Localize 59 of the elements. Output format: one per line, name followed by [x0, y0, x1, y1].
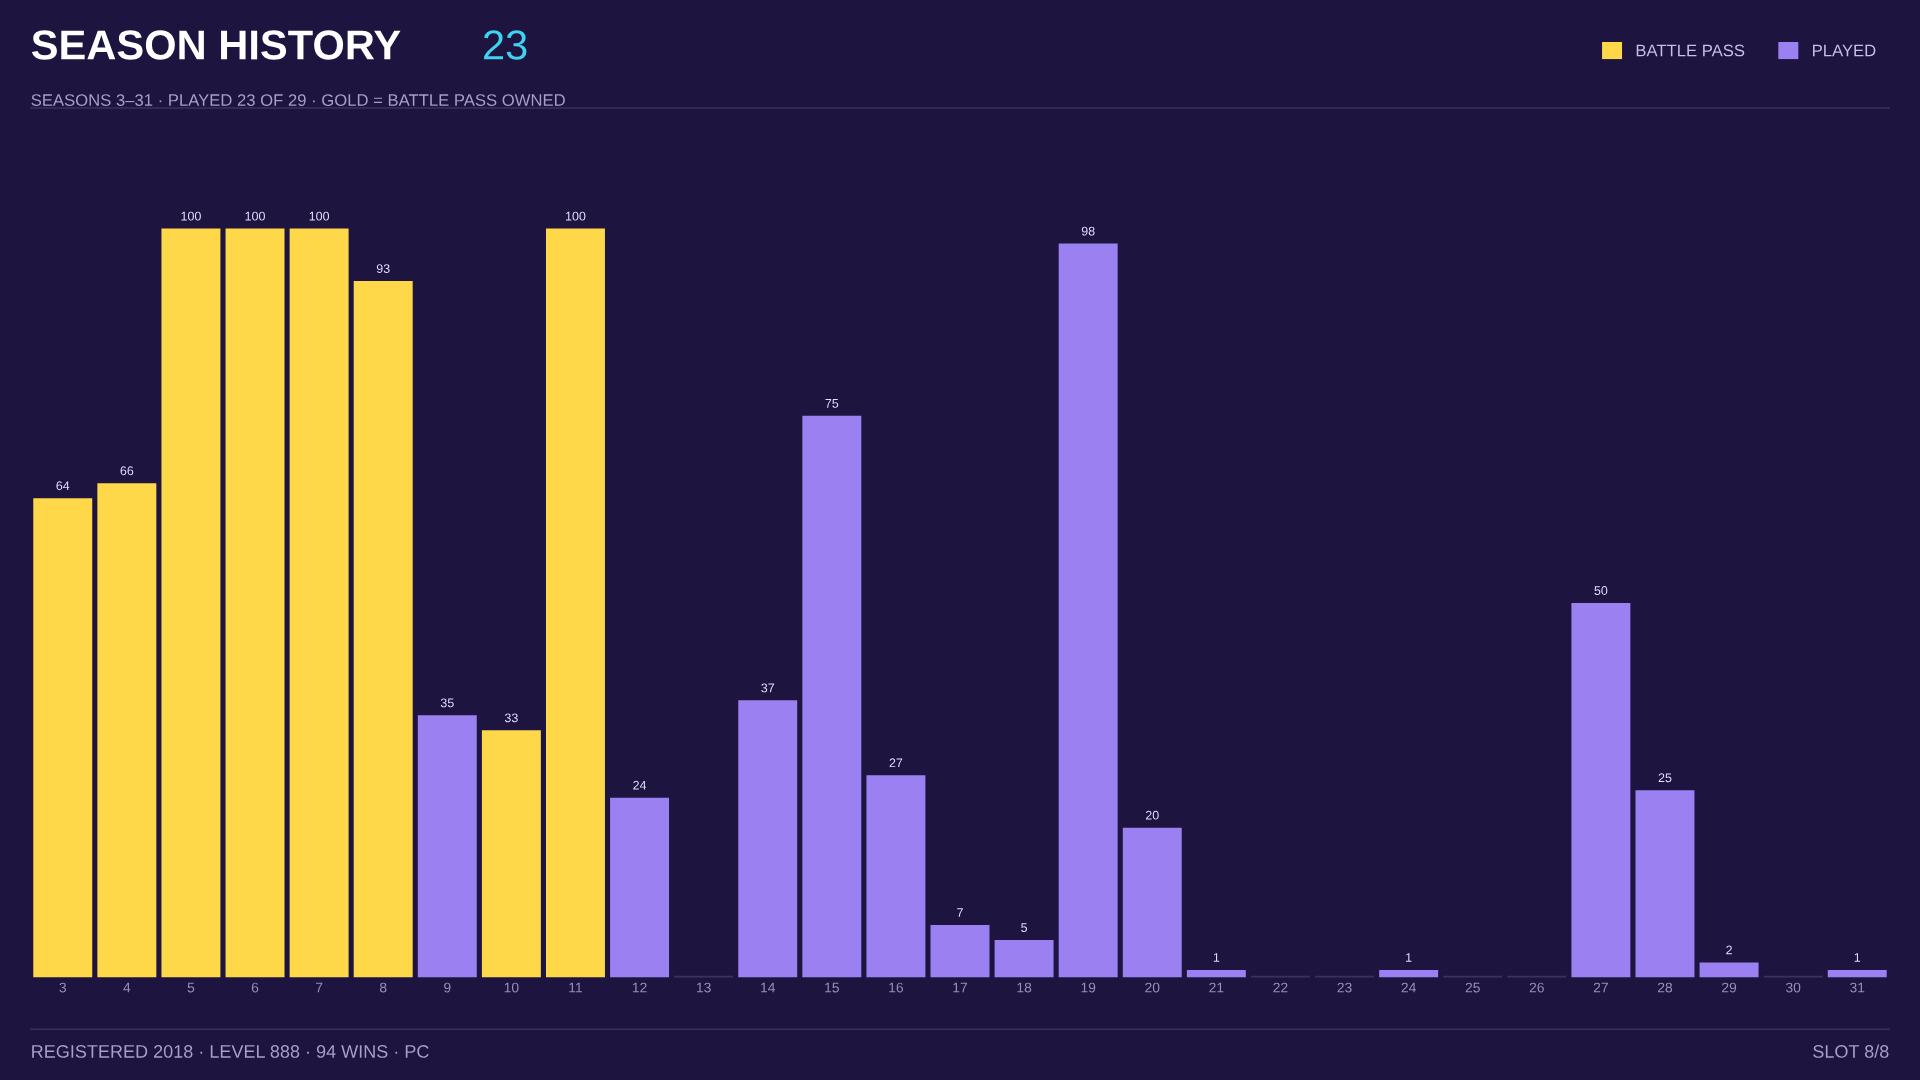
- x-tick-label: 26: [1529, 982, 1544, 993]
- x-tick-label: 20: [1145, 982, 1160, 993]
- x-tick-label: 9: [444, 982, 451, 993]
- x-tick-label: 13: [696, 982, 711, 993]
- x-tick-label: 12: [632, 982, 647, 993]
- data-label: 93: [376, 264, 390, 273]
- data-label: 1: [1213, 953, 1220, 962]
- x-tick-label: 29: [1722, 982, 1737, 993]
- x-tick-label: 17: [953, 982, 968, 993]
- x-tick-label: 30: [1785, 982, 1801, 993]
- data-label: 100: [566, 211, 586, 221]
- data-label: 20: [1145, 810, 1159, 820]
- data-label: 27: [889, 758, 903, 768]
- x-tick-label: 4: [123, 982, 131, 993]
- data-label: 100: [181, 211, 201, 221]
- data-label: 1: [1406, 953, 1412, 962]
- x-tick-label: 23: [1337, 982, 1352, 993]
- data-label: 98: [1081, 226, 1095, 236]
- x-tick-label: 19: [1081, 982, 1096, 993]
- text: REGISTERED 2018 · LEVEL 888 · 94 WINS · PC: [32, 1045, 429, 1058]
- x-tick-label: 24: [1401, 982, 1416, 993]
- data-label: 5: [1021, 923, 1028, 932]
- data-label: 25: [1658, 773, 1672, 783]
- x-tick-label: 16: [889, 982, 904, 993]
- x-tick-label: 5: [187, 982, 195, 993]
- data-label: 37: [761, 683, 775, 693]
- data-label: 2: [1726, 945, 1732, 955]
- x-tick-label: 22: [1273, 982, 1288, 993]
- data-label: 24: [633, 780, 647, 790]
- x-tick-label: 31: [1850, 982, 1865, 993]
- legend-label: PLAYED: [1813, 44, 1876, 57]
- data-label: 35: [440, 698, 454, 708]
- x-tick-label: 11: [569, 982, 583, 993]
- x-tick-label: 21: [1209, 982, 1224, 993]
- data-label: 64: [56, 481, 70, 491]
- x-tick-label: 3: [59, 982, 67, 993]
- x-tick-label: 7: [315, 982, 323, 993]
- x-tick-label: 27: [1593, 982, 1608, 993]
- x-tick-label: 15: [825, 982, 839, 993]
- x-tick-label: 8: [379, 982, 387, 993]
- x-tick-label: 28: [1657, 982, 1673, 993]
- x-tick-label: 6: [251, 982, 259, 993]
- data-label: 75: [825, 399, 839, 408]
- text: SLOT 8/8: [1813, 1044, 1889, 1058]
- data-label: 50: [1594, 586, 1608, 595]
- text: 23: [484, 30, 527, 60]
- x-tick-label: 25: [1465, 982, 1480, 993]
- data-label: 33: [504, 713, 518, 723]
- legend-label: BATTLE PASS: [1636, 44, 1745, 57]
- chart-title: SEASON HISTORY: [31, 30, 401, 60]
- data-label: 66: [120, 466, 134, 476]
- x-tick-label: 10: [504, 982, 519, 993]
- data-label: 1: [1854, 953, 1861, 962]
- data-label: 7: [957, 908, 963, 917]
- data-label: 100: [245, 211, 265, 221]
- data-label: 100: [309, 211, 330, 221]
- chart-subtitle: SEASONS 3–31 · PLAYED 23 OF 29 · GOLD = BATTLE PASS OWNED: [31, 94, 565, 106]
- x-tick-label: 14: [761, 982, 776, 993]
- x-tick-label: 18: [1017, 982, 1032, 993]
